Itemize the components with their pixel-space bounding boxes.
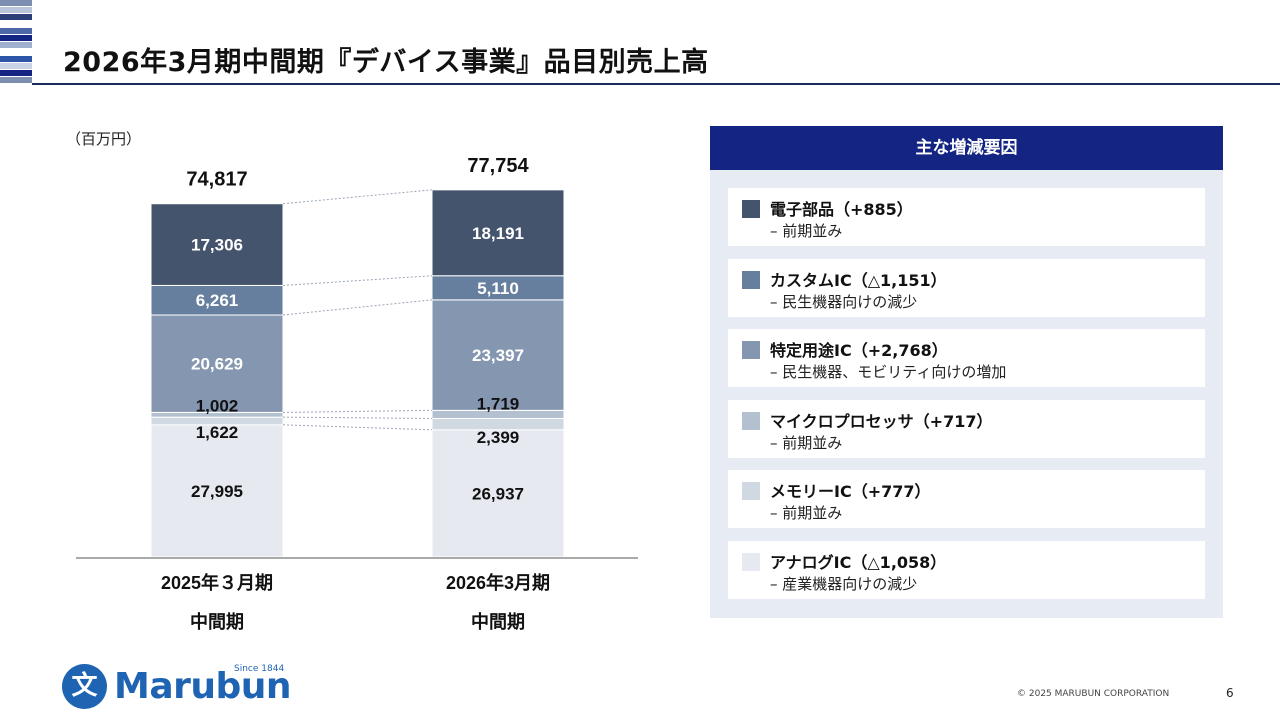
bar-data-label: 18,191 xyxy=(472,224,524,243)
legend-swatch xyxy=(742,552,760,571)
legend-swatch xyxy=(742,411,760,430)
reason-item: アナログIC（△1,058） – 産業機器向けの減少 xyxy=(728,540,1205,599)
bar-data-label: 20,629 xyxy=(191,355,243,374)
header-stripe-decoration xyxy=(0,0,32,84)
reason-title: メモリーIC（+777） xyxy=(770,482,931,501)
reason-item: カスタムIC（△1,151） – 民生機器向けの減少 xyxy=(728,258,1205,317)
reason-detail: – 前期並み xyxy=(770,504,843,522)
logo-wordmark: Marubun xyxy=(114,666,292,707)
stacked-bar-chart: 74,8172025年３月期中間期77,7542026年3月期中間期27,995… xyxy=(76,155,638,632)
x-tick-label: 中間期 xyxy=(471,611,525,632)
connector-line xyxy=(282,424,433,431)
bar-total-label: 77,754 xyxy=(467,155,529,177)
reason-item: マイクロプロセッサ（+717） – 前期並み xyxy=(728,399,1205,458)
bar-segment xyxy=(150,424,284,558)
bar-data-label: 27,995 xyxy=(191,482,243,501)
bar-data-label: 6,261 xyxy=(196,291,239,310)
reason-item: メモリーIC（+777） – 前期並み xyxy=(728,470,1205,528)
connector-line xyxy=(282,299,433,316)
reason-title: マイクロプロセッサ（+717） xyxy=(770,411,993,431)
connector-line xyxy=(282,409,433,413)
page-title: 2026年3月期中間期『デバイス事業』品目別売上高 xyxy=(63,47,709,78)
reason-item: 特定用途IC（+2,768） – 民生機器、モビリティ向けの増加 xyxy=(728,329,1205,387)
reason-title: 電子部品（+885） xyxy=(770,200,913,219)
bar-data-label: 26,937 xyxy=(472,484,524,503)
chart-unit-label: （百万円） xyxy=(66,130,142,148)
bar-data-label: 1,719 xyxy=(477,394,520,413)
bar-data-label: 17,306 xyxy=(191,236,243,255)
bar-segment xyxy=(150,314,284,413)
x-tick-label: 中間期 xyxy=(190,611,244,632)
bar-segment xyxy=(431,299,565,411)
legend-swatch xyxy=(742,200,760,218)
title-divider xyxy=(32,83,1280,85)
marubun-logo: 文 Marubun Since 1844 xyxy=(62,664,292,710)
logo-mark-icon: 文 xyxy=(62,664,107,709)
reasons-panel: 主な増減要因 電子部品（+885） – 前期並み カスタムIC（△1,151） – 民… xyxy=(710,126,1223,618)
reason-title: カスタムIC（△1,151） xyxy=(770,270,947,290)
x-tick-label: 2025年３月期 xyxy=(161,572,273,593)
reason-title: 特定用途IC（+2,768） xyxy=(770,341,948,360)
copyright-text: © 2025 MARUBUN CORPORATION xyxy=(1017,689,1170,699)
bar-segment xyxy=(150,203,284,286)
reason-detail: – 前期並み xyxy=(770,222,843,240)
x-tick-label: 2026年3月期 xyxy=(446,572,550,593)
legend-swatch xyxy=(742,482,760,500)
bar-segment xyxy=(431,189,565,277)
reason-detail: – 産業機器向けの減少 xyxy=(770,574,918,593)
connector-line xyxy=(282,189,433,205)
bar-data-label: 5,110 xyxy=(477,279,519,298)
bar-total-label: 74,817 xyxy=(186,169,247,191)
bar-segment xyxy=(431,429,565,558)
page-number: 6 xyxy=(1226,686,1234,700)
bar-segment xyxy=(431,275,565,301)
legend-swatch xyxy=(742,270,760,289)
legend-swatch xyxy=(742,341,760,359)
logo-since: Since 1844 xyxy=(234,664,285,674)
bar-data-label: 23,397 xyxy=(472,346,524,365)
reasons-header: 主な増減要因 xyxy=(710,126,1223,170)
reason-detail: – 民生機器、モビリティ向けの増加 xyxy=(770,363,1007,381)
reason-detail: – 前期並み xyxy=(770,433,843,452)
bar-data-label: 1,622 xyxy=(196,423,239,442)
bar-data-label: 1,002 xyxy=(196,396,239,415)
reason-title: アナログIC（△1,058） xyxy=(770,552,947,572)
reason-item: 電子部品（+885） – 前期並み xyxy=(728,188,1205,246)
reason-detail: – 民生機器向けの減少 xyxy=(770,292,918,311)
connector-line xyxy=(282,275,433,286)
connector-line xyxy=(282,416,433,419)
bar-data-label: 2,399 xyxy=(477,428,520,447)
